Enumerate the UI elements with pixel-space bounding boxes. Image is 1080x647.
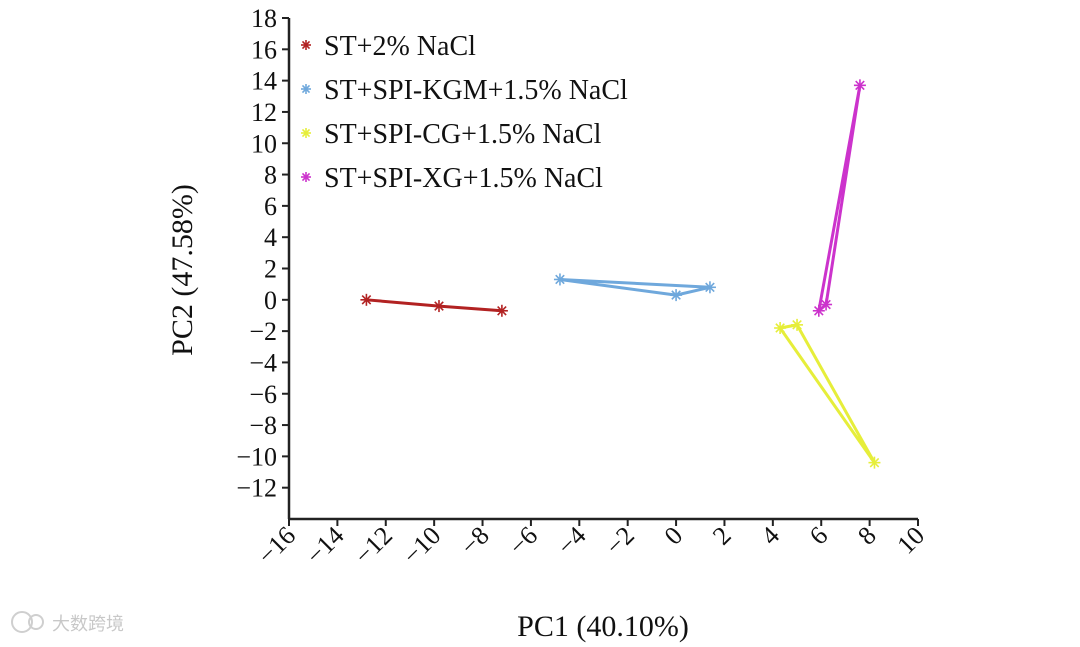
data-point [553,273,566,286]
legend-marker-icon [301,172,311,182]
y-tick-label: −8 [249,411,277,440]
x-axis-title: PC1 (40.10%) [517,610,689,643]
series-line [817,83,862,312]
x-tick-label: 10 [891,521,930,560]
x-tick-label: 8 [852,521,882,551]
legend-marker-icon [301,128,311,138]
y-axis-title: PC2 (47.58%) [166,184,199,356]
data-point [703,281,716,294]
x-tick-label: 2 [707,521,737,551]
series-layer [360,79,881,469]
legend-item: ST+SPI-CG+1.5% NaCl [301,119,602,150]
x-tick-label: 0 [659,521,689,551]
series-0 [360,293,508,317]
legend-label: ST+SPI-XG+1.5% NaCl [324,163,603,194]
legend-item: ST+SPI-KGM+1.5% NaCl [301,75,628,106]
y-tick-label: 4 [264,223,277,252]
legend-label: ST+SPI-KGM+1.5% NaCl [324,75,628,106]
watermark: 大数跨境 [11,611,124,635]
y-tick-label: −10 [236,442,277,471]
watermark-logo-icon [11,611,33,633]
y-tick-label: −4 [249,348,277,377]
watermark-text: 大数跨境 [52,614,124,635]
legend-marker-icon [301,84,311,94]
x-tick-label: −6 [503,521,543,561]
data-point [670,289,683,302]
data-point [774,321,787,334]
data-point [432,300,445,313]
data-point [853,79,866,92]
data-point [820,298,833,311]
series-line [778,323,876,465]
y-tick-label: −6 [249,380,277,409]
legend: ST+2% NaCl ST+SPI-KGM+1.5% NaCl ST+SPI-CG+… [301,31,628,194]
x-tick-label: −10 [397,521,446,570]
x-tick-label: −12 [349,521,398,570]
legend-marker-icon [301,40,311,50]
x-tick-label: −4 [551,521,591,561]
y-tick-label: −2 [249,317,277,346]
data-point [495,304,508,317]
legend-item: ST+SPI-XG+1.5% NaCl [301,163,603,194]
y-tick-label: 2 [264,255,277,284]
y-tick-label: 10 [251,129,277,158]
y-tick-label: 6 [264,192,277,221]
data-point [791,318,804,331]
x-tick-label: 6 [804,521,834,551]
series-1 [553,273,716,302]
series-3 [812,79,866,317]
y-tick-label: 14 [251,67,277,96]
x-tick-label: 4 [755,521,785,551]
legend-item: ST+2% NaCl [301,31,476,62]
x-tick-label: −14 [300,521,349,570]
x-tick-label: −2 [600,521,640,561]
series-line [559,277,712,297]
y-tick-label: 0 [264,286,277,315]
y-tick-label: 8 [264,161,277,190]
legend-label: ST+SPI-CG+1.5% NaCl [324,119,602,150]
data-point [360,293,373,306]
y-tick-label: −12 [236,474,277,503]
series-2 [774,318,881,469]
y-tick-label: 12 [251,98,277,127]
legend-label: ST+2% NaCl [324,31,476,62]
x-tick-label: −16 [252,521,301,570]
x-tick-label: −8 [455,521,495,561]
data-point [868,456,881,469]
y-tick-label: 18 [251,4,277,33]
watermark-logo-icon-2 [28,614,44,630]
y-tick-label: 16 [251,35,277,64]
